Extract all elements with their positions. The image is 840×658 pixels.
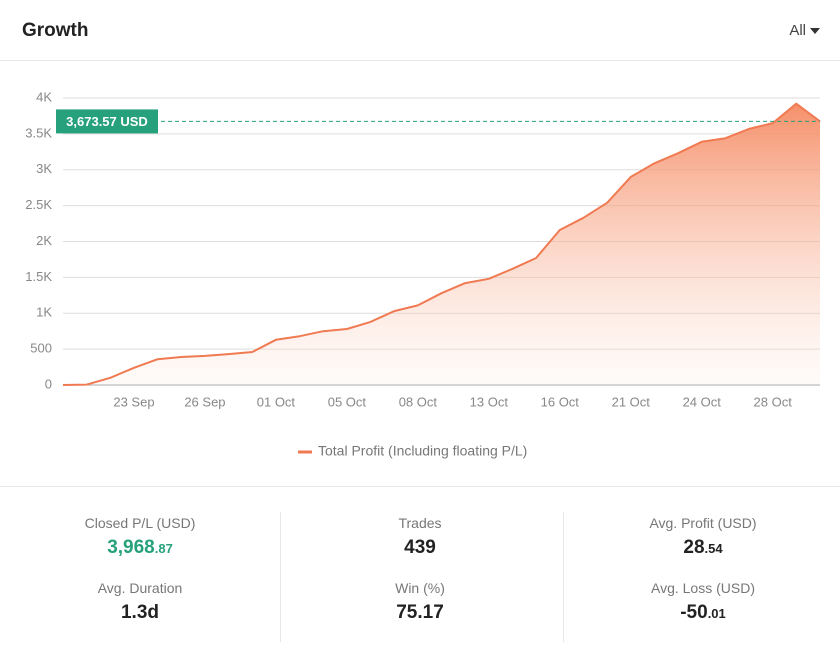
stat-number: -50	[680, 602, 708, 623]
line	[62, 102, 821, 386]
current-value-badge	[56, 109, 158, 134]
header: Growth All	[0, 0, 840, 61]
stat-label: Avg. Duration	[97, 580, 183, 596]
x-tick-label: 13 Oct	[470, 394, 509, 409]
column-divider	[280, 512, 281, 642]
chart: 0 500 1K 1.5K 2K 2.5K 3K 3.5K 4K 23 Sep 26 Sep 01 O…	[25, 89, 821, 459]
stat-number: 439	[404, 537, 436, 558]
x-tick-label: 21 Oct	[612, 394, 651, 409]
stat-label: Trades	[398, 515, 442, 531]
stat-value: -50.01	[563, 602, 840, 624]
stat-label: Avg. Profit (USD)	[649, 515, 757, 531]
stat-value: 3,968.87	[0, 537, 280, 559]
current-value-label: 3,673.57 USD	[66, 114, 148, 129]
stats-column: Closed P/L (USD) 3,968.87 Avg. Duration 1.3…	[0, 512, 280, 642]
stat-value: 439	[280, 537, 560, 559]
stat-value: 75.17	[280, 602, 560, 624]
stat: Avg. Duration 1.3d	[0, 577, 280, 642]
x-tick-label: 28 Oct	[754, 394, 793, 409]
stat-value: 1.3d	[0, 602, 280, 624]
stat-number: 75.17	[396, 602, 444, 623]
x-tick-label: 24 Oct	[683, 394, 722, 409]
y-tick-label: 2.5K	[25, 197, 52, 212]
stat: Win (%) 75.17	[280, 577, 560, 642]
stat: Avg. Profit (USD) 28.54	[563, 512, 840, 577]
y-tick-label: 1.5K	[25, 269, 52, 284]
y-tick-label: 0	[45, 376, 52, 391]
y-tick-label: 500	[30, 341, 52, 356]
stat-number: 1.3d	[120, 602, 160, 623]
stats-panel: Closed P/L (USD) 3,968.87 Avg. Duration 1.3…	[0, 486, 840, 658]
y-tick-label: 3K	[36, 161, 52, 176]
stat-decimals: .87	[154, 541, 173, 556]
y-tick-label: 4K	[36, 89, 52, 104]
x-tick-label: 08 Oct	[399, 394, 438, 409]
stat: Avg. Loss (USD) -50.01	[563, 577, 840, 642]
stat-label: Win (%)	[395, 580, 445, 596]
stat-label: Closed P/L (USD)	[84, 515, 196, 531]
x-tick-label: 05 Oct	[328, 394, 367, 409]
x-tick-label: 01 Oct	[257, 394, 296, 409]
x-tick-label: 23 Sep	[113, 394, 154, 409]
stats-column: Trades 439 Win (%) 75.17	[280, 512, 560, 642]
legend-label: Total Profit (Including floating P/L)	[318, 443, 527, 459]
stat: Trades 439	[280, 512, 560, 577]
y-tick-label: 2K	[36, 233, 52, 248]
stats-column: Avg. Profit (USD) 28.54 Avg. Loss (USD) -50…	[563, 512, 840, 642]
filter-label[interactable]: All	[789, 22, 806, 39]
widget-title: Growth	[22, 20, 89, 41]
stat-label: Avg. Loss (USD)	[651, 580, 755, 596]
stat-decimals: .01	[707, 606, 726, 621]
stat-value: 28.54	[563, 537, 840, 559]
stat-number: 28	[683, 537, 705, 558]
dropdown-arrow[interactable]	[810, 28, 820, 35]
area	[63, 103, 820, 385]
y-tick-label: 1K	[36, 305, 52, 320]
range-filter[interactable]: All	[789, 22, 820, 39]
x-tick-label: 26 Sep	[184, 394, 225, 409]
stat-decimals: .54	[704, 541, 723, 556]
y-tick-label: 3.5K	[25, 125, 52, 140]
stat: Closed P/L (USD) 3,968.87	[0, 512, 280, 577]
column-divider	[563, 512, 564, 642]
x-tick-label: 16 Oct	[541, 394, 580, 409]
stat-number: 3,968	[107, 537, 155, 558]
